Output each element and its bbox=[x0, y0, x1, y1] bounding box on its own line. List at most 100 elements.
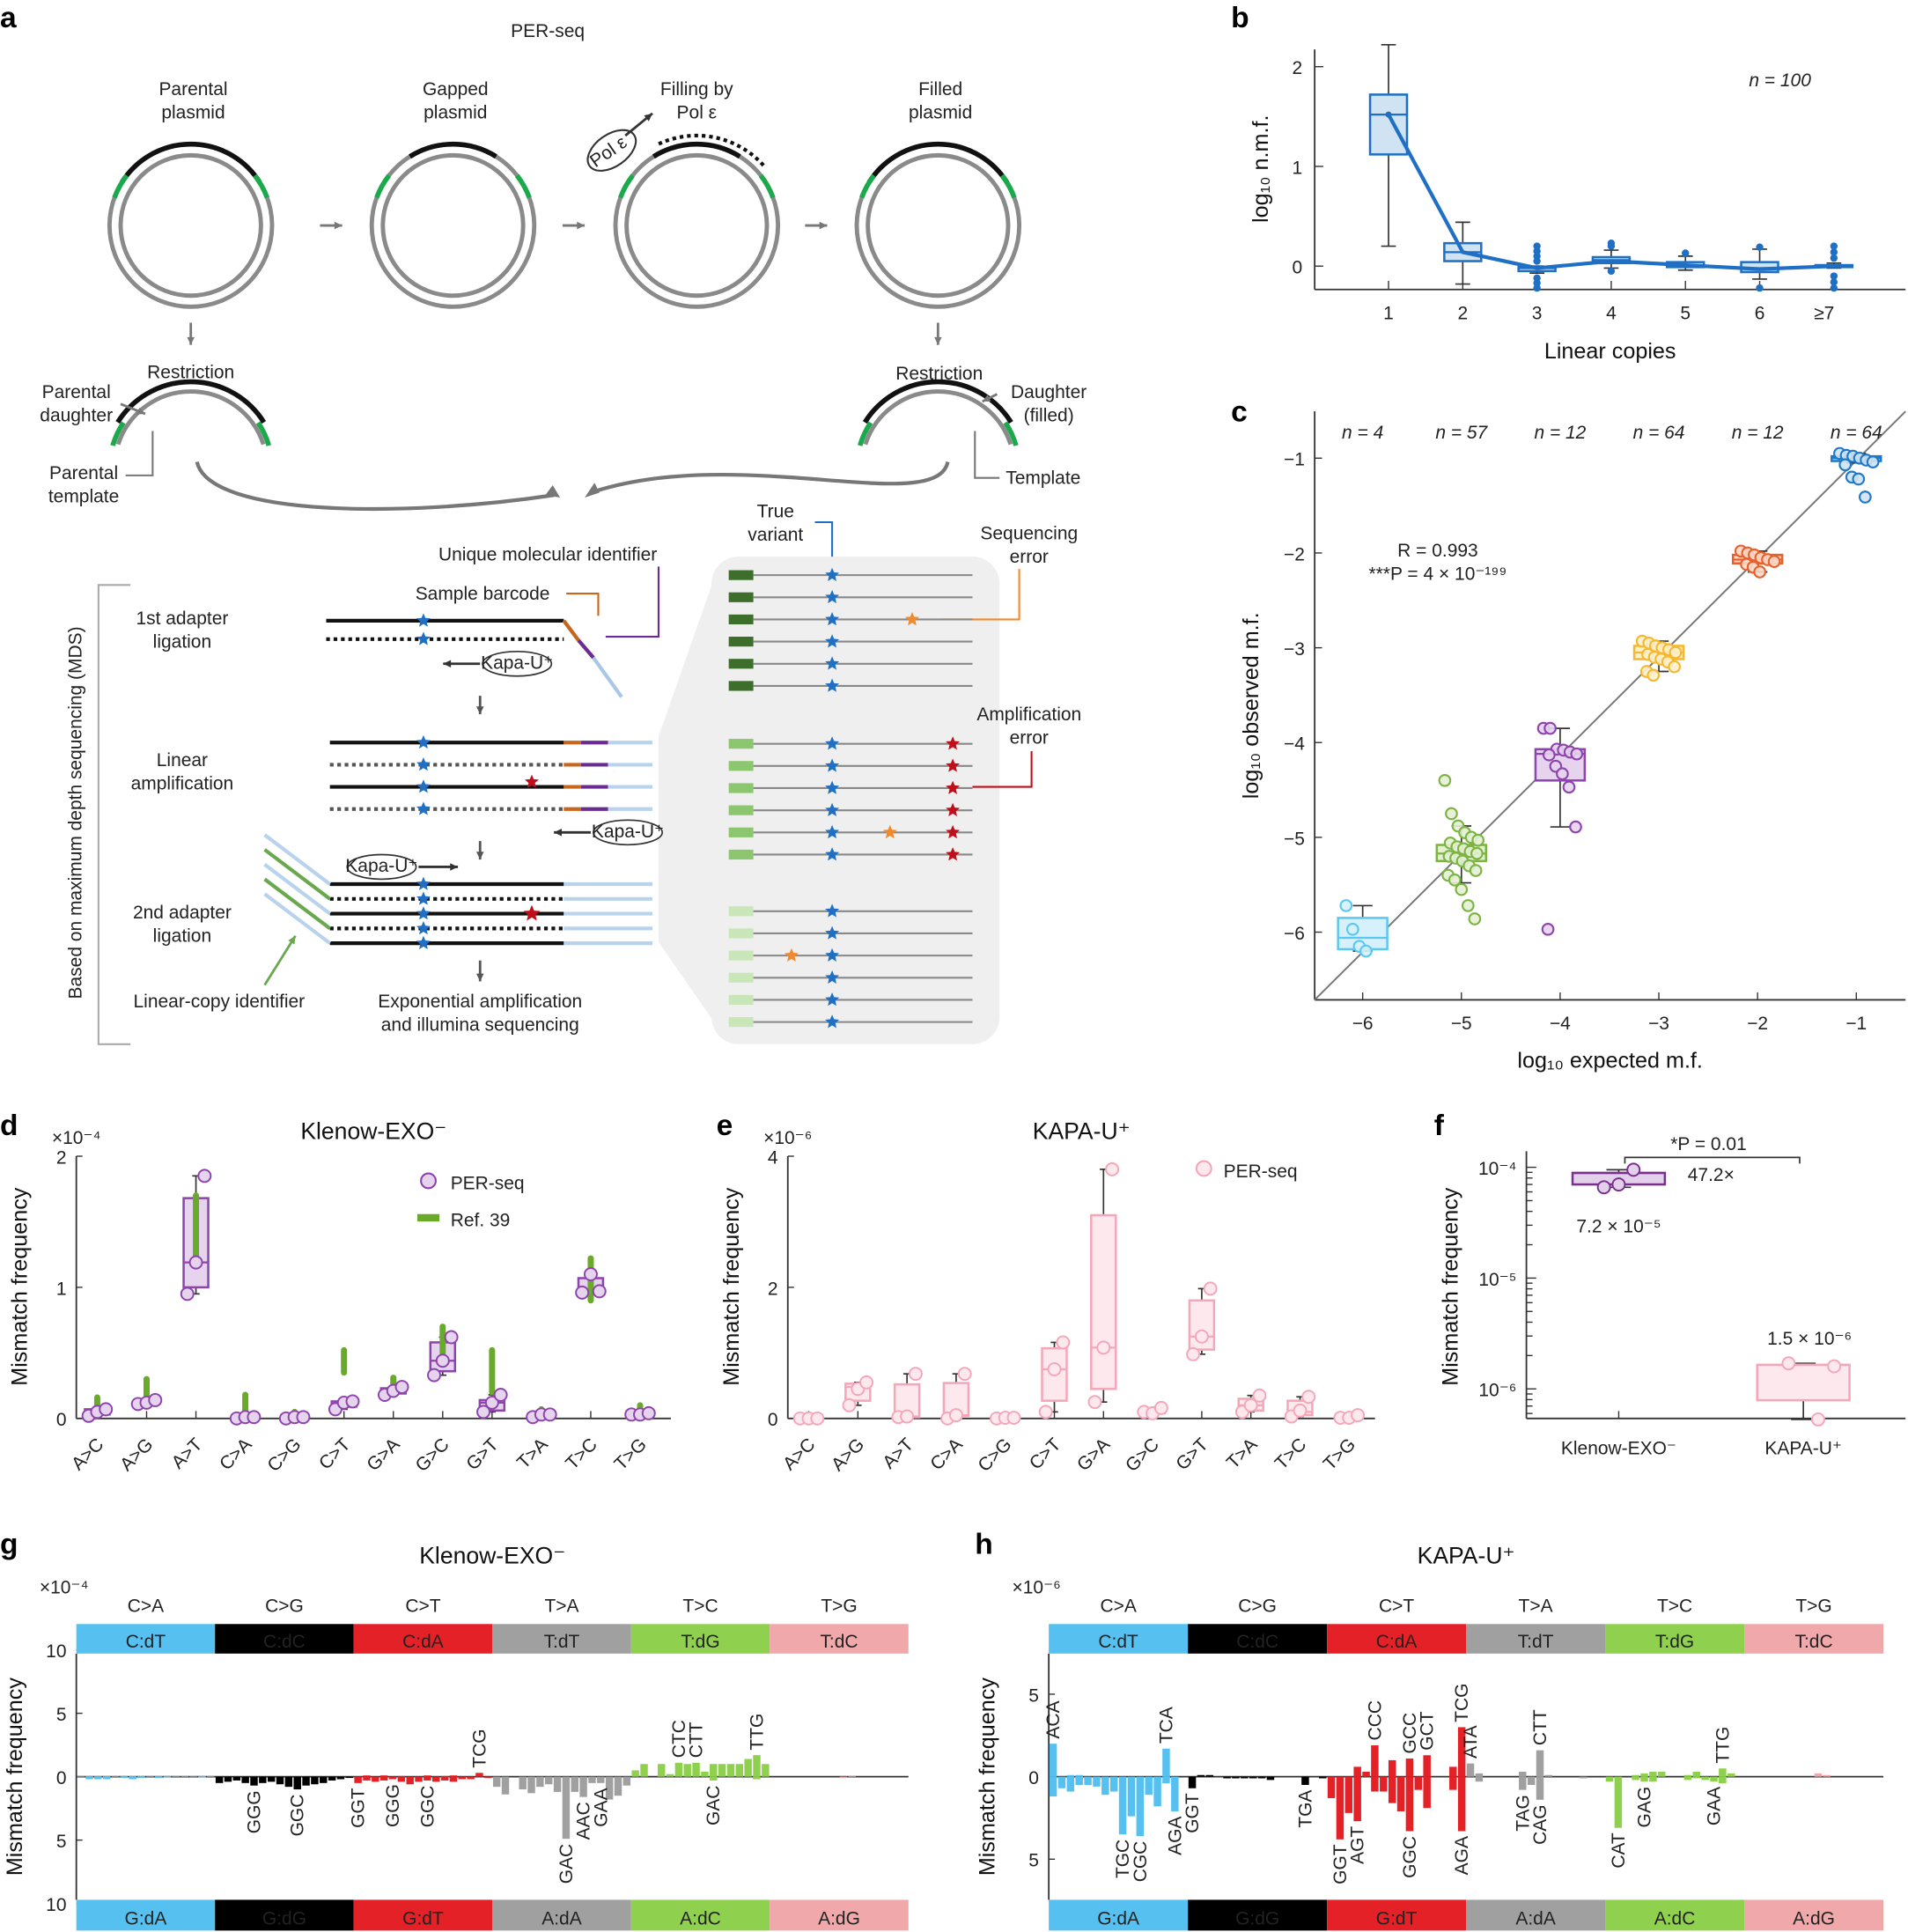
x-tick-label: ≥7 bbox=[1814, 303, 1834, 323]
data-point bbox=[1562, 780, 1576, 794]
data-point bbox=[1153, 1400, 1168, 1415]
parental-template-label: template bbox=[48, 487, 119, 507]
true-variant-star-icon bbox=[825, 634, 840, 648]
x-tick-label: A>T bbox=[168, 1434, 207, 1473]
daughter-strand bbox=[120, 141, 262, 184]
y-axis-label: Mismatch frequency bbox=[1438, 1187, 1462, 1386]
y-tick-label: 0 bbox=[768, 1410, 778, 1430]
bar-down bbox=[458, 1776, 466, 1780]
data-point bbox=[1611, 1177, 1626, 1192]
linear-copy-tag bbox=[728, 659, 754, 669]
y-tick-label: 5 bbox=[1028, 1851, 1039, 1871]
bar-down bbox=[1605, 1776, 1614, 1782]
restriction-site bbox=[758, 173, 776, 199]
class-label: T>G bbox=[1795, 1596, 1831, 1616]
data-point bbox=[427, 1368, 441, 1383]
second-adapter bbox=[263, 862, 331, 916]
bar-down bbox=[1318, 1776, 1327, 1779]
linear-copy-tag bbox=[728, 637, 754, 647]
data-point bbox=[1461, 899, 1475, 912]
x-tick-label: Klenow-EXO⁻ bbox=[1561, 1438, 1676, 1458]
bar-up bbox=[726, 1764, 735, 1777]
bar-down bbox=[440, 1776, 449, 1781]
bar-down bbox=[1145, 1776, 1153, 1796]
y-tick-label: 10 bbox=[46, 1641, 66, 1662]
bar-down bbox=[1614, 1776, 1623, 1828]
top-strip-label: T:dT bbox=[544, 1632, 580, 1652]
top-strip bbox=[215, 1624, 354, 1654]
restriction-site bbox=[112, 173, 129, 199]
class-label: T>A bbox=[544, 1596, 578, 1616]
n-label: n = 12 bbox=[1732, 423, 1784, 443]
bottom-strip bbox=[1466, 1899, 1606, 1931]
identity-line bbox=[1314, 410, 1906, 1001]
bar-down bbox=[1136, 1776, 1145, 1837]
y-tick-label: 0 bbox=[1028, 1768, 1039, 1788]
data-point bbox=[1243, 1397, 1258, 1412]
merge-arrow-right bbox=[590, 461, 950, 495]
class-label: C>G bbox=[1238, 1596, 1277, 1616]
data-point bbox=[1469, 864, 1483, 877]
context-label: GGT bbox=[349, 1788, 369, 1828]
bar-up bbox=[424, 1775, 431, 1777]
bar-up bbox=[172, 1775, 180, 1777]
bar-down bbox=[372, 1776, 379, 1782]
true-variant-star-icon bbox=[825, 992, 840, 1007]
x-tick-label: C>A bbox=[926, 1434, 967, 1475]
bar-up bbox=[137, 1775, 145, 1777]
step2-label: Linear bbox=[157, 750, 208, 771]
bar-down bbox=[839, 1776, 848, 1779]
data-point bbox=[1087, 1395, 1102, 1410]
bottom-strip-label: G:dG bbox=[262, 1908, 306, 1928]
bar-down bbox=[345, 1776, 354, 1779]
context-label: GAA bbox=[1704, 1787, 1724, 1825]
parental-daughter-label: daughter bbox=[40, 405, 113, 425]
legend-per-seq-marker bbox=[1195, 1160, 1212, 1177]
top-strip-label: C:dT bbox=[126, 1632, 166, 1652]
n-label: n = 12 bbox=[1534, 423, 1586, 443]
top-strip-label: T:dG bbox=[681, 1632, 719, 1652]
bar-down bbox=[85, 1776, 93, 1780]
x-tick-label: −4 bbox=[1550, 1014, 1571, 1034]
bottom-strip-label: A:dG bbox=[818, 1908, 860, 1928]
bar-up bbox=[1371, 1745, 1379, 1777]
data-point bbox=[1105, 1161, 1120, 1176]
data-point bbox=[444, 1330, 459, 1345]
amplification-error-star-icon bbox=[946, 758, 961, 772]
arrowhead-icon bbox=[982, 395, 991, 402]
data-point bbox=[810, 1411, 825, 1426]
y-axis-label: log₁₀ observed m.f. bbox=[1239, 612, 1263, 799]
merge-arrow-left bbox=[195, 461, 555, 512]
bar-down bbox=[1527, 1776, 1536, 1785]
linear-copy-tag bbox=[728, 805, 754, 815]
panel-label-h: h bbox=[975, 1529, 993, 1561]
linear-copy-tag bbox=[728, 950, 754, 961]
data-point bbox=[1866, 455, 1880, 468]
x-tick-label: G>T bbox=[1172, 1434, 1212, 1475]
bottom-strip bbox=[76, 1899, 216, 1931]
restriction-site bbox=[1003, 421, 1019, 446]
bar-up bbox=[1658, 1772, 1666, 1777]
bar-down bbox=[579, 1776, 587, 1797]
box-1 bbox=[1368, 93, 1409, 156]
bottom-strip-label: G:dG bbox=[1235, 1908, 1279, 1928]
bar-up bbox=[701, 1771, 709, 1777]
top-strip bbox=[630, 1624, 770, 1654]
context-label: CAT bbox=[1609, 1832, 1629, 1869]
x-tick-label: 2 bbox=[1457, 303, 1468, 323]
bar-down bbox=[1232, 1776, 1240, 1779]
top-strip-label: T:dC bbox=[1794, 1632, 1832, 1652]
bar-down bbox=[536, 1776, 544, 1788]
outlier-point bbox=[1830, 284, 1838, 292]
data-point bbox=[476, 1405, 491, 1420]
arrowhead-icon bbox=[475, 706, 484, 715]
data-point bbox=[948, 1408, 963, 1423]
bar-down bbox=[336, 1776, 345, 1780]
bar-down bbox=[1405, 1776, 1414, 1832]
linear-copy-tag bbox=[728, 783, 754, 793]
bar-down bbox=[1257, 1776, 1266, 1779]
data-point bbox=[908, 1367, 923, 1382]
linear-copy-tag bbox=[728, 1017, 754, 1028]
data-point bbox=[1301, 1390, 1316, 1405]
data-point bbox=[1056, 1335, 1071, 1350]
